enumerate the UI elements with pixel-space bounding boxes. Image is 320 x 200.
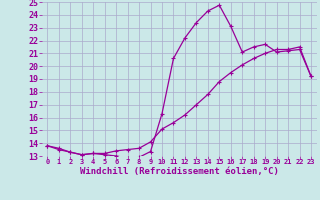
X-axis label: Windchill (Refroidissement éolien,°C): Windchill (Refroidissement éolien,°C) <box>80 167 279 176</box>
